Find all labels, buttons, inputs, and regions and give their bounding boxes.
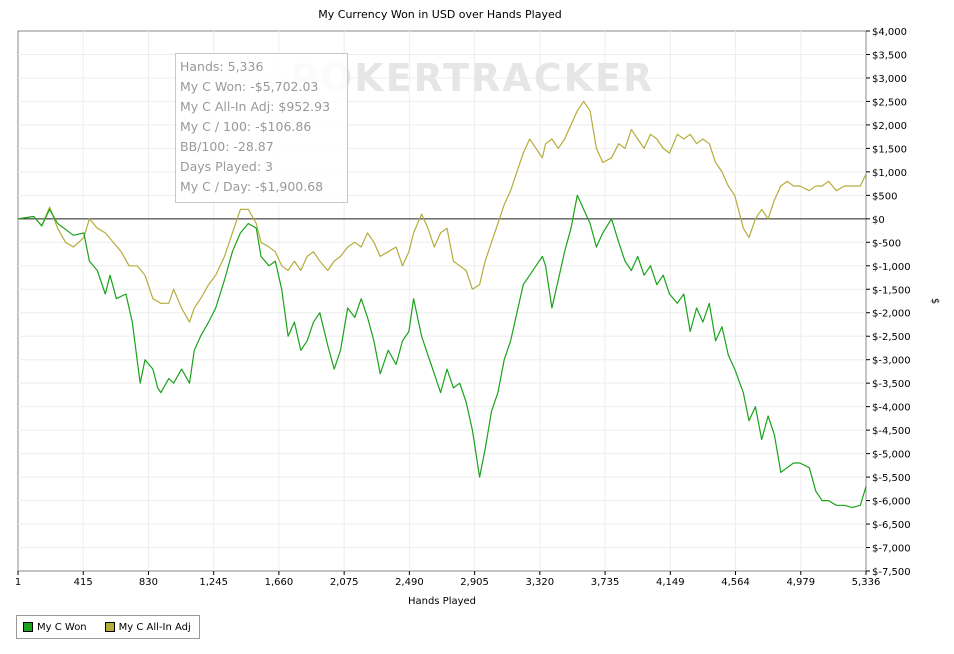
x-tick-label: 2,490 — [395, 577, 424, 588]
legend-swatch-allin-adj — [104, 622, 115, 632]
y-tick-label: $-4,500 — [872, 426, 911, 437]
x-tick-label: 2,075 — [330, 577, 359, 588]
tooltip-allin-adj: My C All-In Adj: $952.93 — [180, 99, 331, 114]
axis-ticks: 1 415 830 1,245 1,660 2,075 2,490 2,905 3,320 3,7… — [15, 27, 911, 588]
chart-legend: My C Won My C All-In Adj — [16, 615, 200, 639]
y-tick-label: $-7,000 — [872, 544, 911, 555]
legend-label-won: My C Won — [37, 621, 87, 633]
x-tick-label: 3,735 — [591, 577, 620, 588]
y-tick-label: $-7,500 — [872, 567, 911, 578]
y-tick-label: $3,500 — [872, 50, 907, 61]
tooltip-per-100: My C / 100: -$106.86 — [180, 119, 312, 134]
y-tick-label: $-1,000 — [872, 262, 911, 273]
legend-label-allin-adj: My C All-In Adj — [118, 621, 191, 633]
x-tick-label: 1,660 — [265, 577, 294, 588]
x-tick-label: 3,320 — [526, 577, 555, 588]
x-tick-label: 1 — [15, 577, 21, 588]
series-line-my-c-all-in-adj — [17, 100, 867, 323]
x-axis-label: Hands Played — [408, 596, 476, 607]
y-tick-label: $-2,000 — [872, 309, 911, 320]
y-tick-label: $2,500 — [872, 97, 907, 108]
y-tick-label: $1,500 — [872, 144, 907, 155]
y-tick-label: $1,000 — [872, 168, 907, 179]
plot-frame — [17, 30, 867, 572]
y-tick-label: $4,000 — [872, 27, 907, 38]
tooltip-per-day: My C / Day: -$1,900.68 — [180, 179, 324, 194]
y-tick-label: $0 — [872, 215, 885, 226]
y-tick-label: $-500 — [872, 238, 901, 249]
x-tick-label: 1,245 — [199, 577, 228, 588]
y-tick-label: $2,000 — [872, 121, 907, 132]
y-tick-label: $-1,500 — [872, 285, 911, 296]
series-layer — [17, 100, 867, 509]
y-tick-label: $-3,000 — [872, 356, 911, 367]
x-tick-label: 830 — [139, 577, 158, 588]
tooltip-bb-per-100: BB/100: -28.87 — [180, 139, 274, 154]
legend-item-allin-adj[interactable]: My C All-In Adj — [104, 621, 191, 633]
x-tick-label: 4,564 — [721, 577, 750, 588]
y-tick-label: $500 — [872, 191, 897, 202]
grid-lines — [18, 31, 866, 571]
x-tick-label: 415 — [74, 577, 93, 588]
series-line-my-c-won — [17, 194, 867, 509]
y-tick-label: $-5,000 — [872, 450, 911, 461]
y-tick-label: $-4,000 — [872, 403, 911, 414]
tooltip-hands: Hands: 5,336 — [180, 59, 264, 74]
tooltip-days-played: Days Played: 3 — [180, 159, 273, 174]
legend-swatch-won — [23, 622, 33, 632]
x-tick-label: 4,979 — [786, 577, 815, 588]
watermark-logo: POKERTRACKER — [290, 56, 655, 100]
hover-tooltip: Hands: 5,336 My C Won: -$5,702.03 My C A… — [175, 53, 348, 203]
x-tick-label: 2,905 — [460, 577, 489, 588]
chart-title: My Currency Won in USD over Hands Played — [318, 8, 562, 21]
legend-item-won[interactable]: My C Won — [23, 622, 87, 633]
x-tick-label: 4,149 — [656, 577, 685, 588]
y-tick-label: $3,000 — [872, 74, 907, 85]
y-tick-label: $-3,500 — [872, 379, 911, 390]
y-axis-label: $ — [929, 298, 940, 304]
y-tick-label: $-6,000 — [872, 497, 911, 508]
y-tick-label: $-6,500 — [872, 520, 911, 531]
tooltip-won: My C Won: -$5,702.03 — [180, 79, 319, 94]
x-tick-label: 5,336 — [852, 577, 881, 588]
y-tick-label: $-2,500 — [872, 332, 911, 343]
y-tick-label: $-5,500 — [872, 473, 911, 484]
